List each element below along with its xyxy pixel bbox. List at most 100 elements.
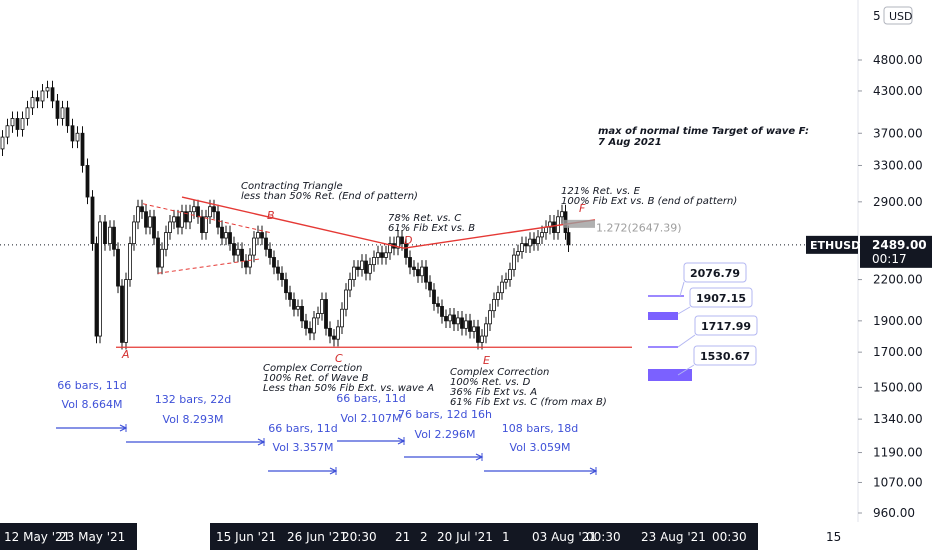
candle-body (428, 281, 432, 291)
candle-body (396, 236, 400, 249)
price-tick-label: 1070.00 (873, 475, 923, 489)
price-tick-label: 1500.00 (873, 380, 923, 394)
candle-body (75, 132, 80, 142)
price-tick-label: 960.00 (873, 506, 915, 520)
time-tick-label: 20:30 (150, 530, 185, 544)
measure-volume: Vol 3.059M (510, 441, 571, 454)
candle-body (35, 97, 40, 102)
candle-body (440, 306, 444, 317)
time-tick-label: 20 Jul '21 (437, 530, 493, 544)
time-tick-label: 20:30 (342, 530, 377, 544)
wave-f-label: F (579, 202, 586, 215)
candle-body (45, 87, 50, 92)
candle-body (560, 211, 564, 218)
candle-body (360, 260, 364, 270)
candle-body (20, 118, 25, 130)
candle-body (476, 326, 480, 343)
candle-body (212, 206, 216, 213)
candle-body (140, 206, 144, 213)
candle-body (468, 320, 472, 332)
candle-body (216, 211, 220, 228)
price-tick-label: 2200.00 (873, 273, 923, 287)
candle-body (228, 232, 232, 245)
callout-pointer (677, 306, 691, 315)
candle-body (368, 264, 372, 274)
candle-body (220, 226, 224, 239)
price-tick-label: 1700.00 (873, 345, 923, 359)
measurements: 66 bars, 11d Vol 8.664M 132 bars, 22d Vol 8… (56, 379, 598, 475)
time-tick-label: 00:30 (586, 530, 621, 544)
measure-bars: 132 bars, 22d (155, 393, 231, 406)
c-note: 100% Ret. of Wave B (263, 373, 369, 384)
candle-body (324, 299, 328, 329)
candle-body (168, 221, 172, 233)
candle-body (528, 238, 532, 247)
callout-value: 1717.99 (701, 320, 751, 333)
measure-bars: 108 bars, 18d (502, 422, 578, 435)
candle-body (400, 236, 404, 245)
candle-body (432, 289, 436, 305)
candle-body (120, 285, 124, 343)
c-note: Less than 50% Fib Ext. vs. wave A (263, 383, 434, 394)
callout-pointer (677, 334, 696, 348)
time-tick-label: 15 Jun '21 (216, 530, 276, 544)
callout-box[interactable] (693, 345, 757, 366)
candle-body (60, 107, 65, 119)
candle-body (308, 327, 312, 334)
triangle-upper (142, 203, 271, 234)
candle-body (300, 306, 304, 322)
candle-body (50, 87, 55, 102)
time-axis-dark-segment (0, 523, 137, 550)
candle-body (188, 211, 192, 223)
candle-body (276, 266, 280, 274)
callouts: 2076.79 1907.15 1717.99 1530.67 (648, 262, 758, 381)
callout-box[interactable] (689, 287, 753, 308)
e-note: 36% Fib Ext vs. A (450, 387, 537, 398)
candle-body (208, 206, 212, 218)
candle-body (460, 317, 464, 329)
measure-volume: Vol 8.293M (163, 413, 224, 426)
time-tick-label: 15 (826, 530, 841, 544)
callout-pointer (677, 364, 695, 376)
time-tick-label: 00:30 (712, 530, 747, 544)
candle-body (364, 260, 368, 274)
candle-body (192, 206, 196, 213)
callout-box[interactable] (683, 262, 747, 283)
candle-body (264, 237, 268, 250)
candle-body (340, 308, 344, 328)
candle-body (328, 327, 332, 337)
target-note: max of normal time Target of wave F: (598, 126, 809, 137)
e-note: 61% Fib Ext vs. C (from max B) (450, 397, 607, 408)
triangle-note: less than 50% Ret. (End of pattern) (241, 191, 418, 202)
candle-body (184, 211, 188, 223)
candle-body (200, 216, 204, 233)
candle-body (384, 252, 388, 258)
candle-body (296, 306, 300, 310)
level-bar (648, 369, 692, 381)
candle-body (5, 125, 10, 138)
candle-body (90, 196, 95, 245)
candle-body (356, 266, 360, 270)
candle-body (448, 314, 452, 322)
wave-c-label: C (335, 352, 343, 365)
last-price-badge (860, 235, 932, 268)
candle-body (552, 221, 556, 233)
d-note: 61% Fib Ext vs. B (388, 223, 475, 234)
currency-pill[interactable] (883, 6, 913, 25)
candle-body (348, 279, 352, 291)
f-note: 121% Ret. vs. E (561, 186, 641, 197)
candle-body (344, 289, 348, 310)
candle-body (380, 252, 384, 258)
candle-body (544, 226, 548, 233)
target-note: 7 Aug 2021 (598, 137, 662, 148)
candle-body (103, 221, 107, 245)
candle-body (152, 216, 156, 239)
e-note: Complex Correction (450, 367, 549, 378)
time-tick-label: 23 May '21 (59, 530, 125, 544)
callout-box[interactable] (694, 315, 758, 336)
d-note: 78% Ret. vs. C (388, 213, 461, 224)
candle-body (292, 299, 296, 310)
level-bar (648, 312, 678, 320)
